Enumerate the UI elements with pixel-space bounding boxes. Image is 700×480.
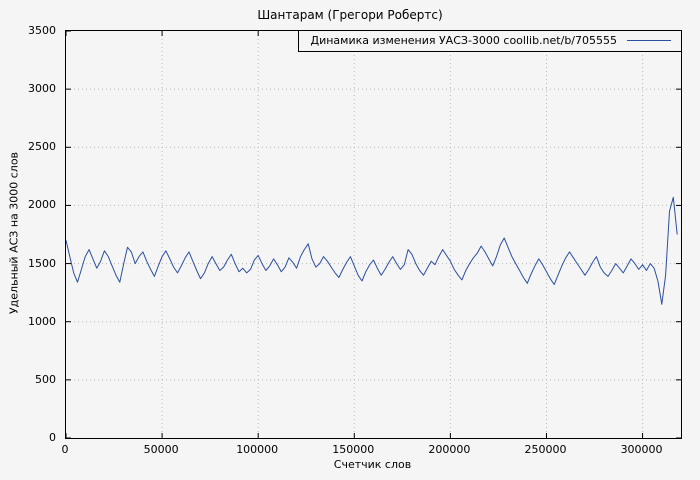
series-line bbox=[66, 196, 678, 305]
legend: Динамика изменения УАСЗ-3000 coollib.net… bbox=[297, 31, 681, 52]
x-tick-label: 100000 bbox=[236, 443, 279, 456]
x-tick-label: 150000 bbox=[332, 443, 375, 456]
x-tick-label: 250000 bbox=[524, 443, 567, 456]
y-tick-label: 3000 bbox=[28, 82, 56, 96]
chart-title: Шантарам (Грегори Робертс) bbox=[257, 8, 443, 22]
y-tick-label: 500 bbox=[35, 372, 56, 386]
y-tick-label: 2500 bbox=[28, 140, 56, 154]
plot-canvas bbox=[66, 31, 681, 438]
legend-label: Динамика изменения УАСЗ-3000 coollib.net… bbox=[310, 34, 618, 47]
x-tick-label: 50000 bbox=[143, 443, 179, 456]
x-tick-label: 300000 bbox=[620, 443, 663, 456]
y-tick-label: 1500 bbox=[28, 256, 56, 270]
plot-area: Динамика изменения УАСЗ-3000 coollib.net… bbox=[65, 30, 682, 439]
x-tick-label: 0 bbox=[61, 443, 69, 456]
y-tick-label: 1000 bbox=[28, 314, 56, 328]
x-axis-label: Счетчик слов bbox=[333, 458, 412, 471]
y-tick-label: 3500 bbox=[28, 24, 56, 37]
y-axis-label: Удельный АСЗ на 3000 слов bbox=[7, 151, 21, 315]
y-tick-label: 2000 bbox=[28, 198, 56, 212]
legend-line-sample bbox=[627, 40, 671, 41]
y-tick-label: 0 bbox=[49, 431, 56, 444]
x-tick-label: 200000 bbox=[428, 443, 471, 456]
